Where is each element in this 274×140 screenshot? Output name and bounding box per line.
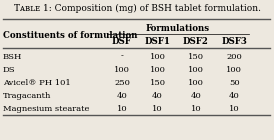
- Text: Formulations: Formulations: [146, 24, 210, 33]
- Text: 40: 40: [152, 92, 163, 100]
- Text: Tᴀʙʟᴇ 1: Composition (mg) of BSH tablet formulation.: Tᴀʙʟᴇ 1: Composition (mg) of BSH tablet …: [13, 4, 261, 13]
- Text: 10: 10: [152, 105, 163, 113]
- Text: DSF1: DSF1: [145, 37, 170, 46]
- Text: 40: 40: [116, 92, 127, 100]
- Text: 150: 150: [150, 79, 165, 87]
- Text: 150: 150: [188, 53, 204, 61]
- Text: Tragacanth: Tragacanth: [3, 92, 51, 100]
- Text: Constituents of formulation: Constituents of formulation: [3, 31, 137, 39]
- Text: 10: 10: [229, 105, 239, 113]
- Text: 200: 200: [226, 53, 242, 61]
- Text: DSF: DSF: [112, 37, 132, 46]
- Text: 250: 250: [114, 79, 130, 87]
- Text: 100: 100: [114, 66, 130, 74]
- Text: 100: 100: [188, 79, 204, 87]
- Text: 10: 10: [191, 105, 201, 113]
- Text: 40: 40: [229, 92, 240, 100]
- Text: Avicel® PH 101: Avicel® PH 101: [3, 79, 70, 87]
- Text: 50: 50: [229, 79, 239, 87]
- Text: DS: DS: [3, 66, 15, 74]
- Text: 100: 100: [150, 53, 165, 61]
- Text: -: -: [121, 53, 123, 61]
- Text: Magnesium stearate: Magnesium stearate: [3, 105, 89, 113]
- Text: 100: 100: [188, 66, 204, 74]
- Text: 100: 100: [150, 66, 165, 74]
- Text: BSH: BSH: [3, 53, 22, 61]
- Text: DSF3: DSF3: [221, 37, 247, 46]
- Text: 10: 10: [117, 105, 127, 113]
- Text: DSF2: DSF2: [183, 37, 209, 46]
- Text: 100: 100: [226, 66, 242, 74]
- Text: 40: 40: [190, 92, 201, 100]
